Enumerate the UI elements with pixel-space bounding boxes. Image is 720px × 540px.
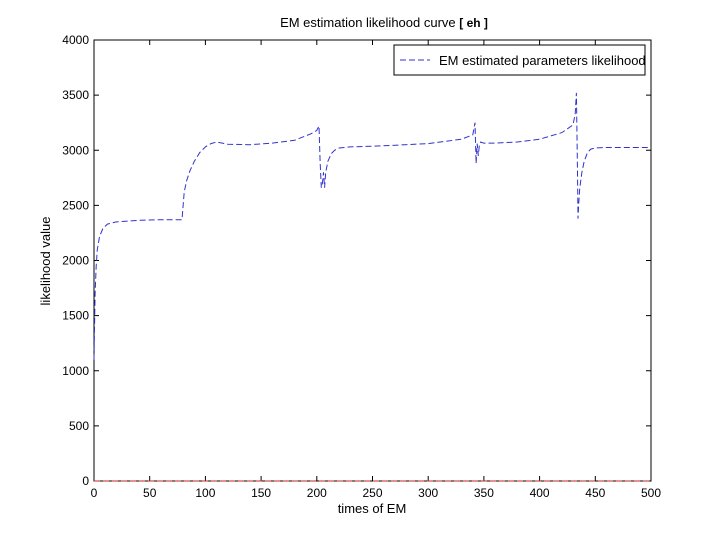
x-tick-label-3: 150: [251, 486, 271, 500]
y-tick-label-1: 500: [69, 419, 89, 433]
chart-title: EM estimation likelihood curve [ eh ]: [280, 15, 488, 30]
x-tick-label-8: 400: [530, 486, 550, 500]
x-tick-label-2: 100: [195, 486, 215, 500]
y-tick-label-3: 1500: [62, 309, 89, 323]
y-tick-label-6: 3000: [62, 143, 89, 157]
y-tick-label-7: 3500: [62, 88, 89, 102]
y-tick-label-2: 1000: [62, 364, 89, 378]
x-tick-label-7: 350: [474, 486, 494, 500]
x-tick-label-6: 300: [418, 486, 438, 500]
axes-box: [93, 39, 652, 482]
y-tick-label-4: 2000: [62, 254, 89, 268]
chart-title-main: EM estimation likelihood curve: [280, 15, 459, 30]
y-tick-label-0: 0: [82, 474, 89, 488]
x-tick-label-0: 0: [91, 486, 98, 500]
x-tick-label-4: 200: [307, 486, 327, 500]
y-tick-label-8: 4000: [62, 33, 89, 47]
series-line-0: [93, 92, 651, 360]
legend-label-0: EM estimated parameters likelihood: [439, 53, 646, 68]
x-tick-label-1: 50: [143, 486, 157, 500]
y-axis-label: likelihood value: [38, 217, 53, 306]
x-tick-label-5: 250: [362, 486, 382, 500]
x-tick-label-10: 500: [641, 486, 661, 500]
x-axis-label: times of EM: [338, 501, 407, 516]
chart-title-bracket: [ eh ]: [459, 16, 488, 30]
plot-area: 0 50 100 150 200 250 300 350 400 450 500 0 500 1000 15…: [62, 33, 661, 500]
x-tick-label-9: 450: [585, 486, 605, 500]
legend-box: [393, 44, 646, 76]
y-tick-label-5: 2500: [62, 198, 89, 212]
